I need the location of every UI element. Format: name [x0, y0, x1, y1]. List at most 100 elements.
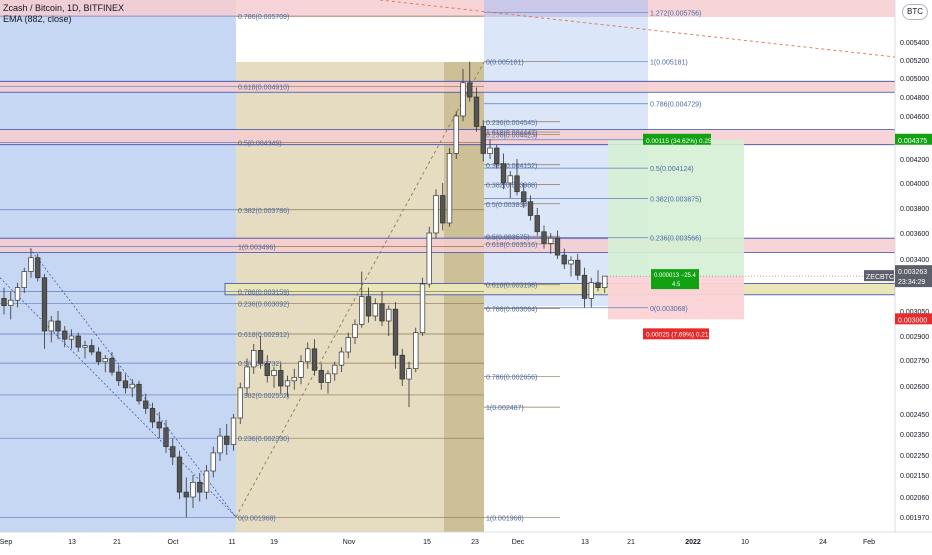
- candle-body: [311, 348, 318, 371]
- candle-body: [284, 380, 291, 387]
- fib-rally-label-4: 0.382(0.004152): [486, 163, 537, 170]
- candle-body: [1, 298, 7, 306]
- candle-body: [41, 277, 48, 332]
- stop-price-badge-text: 0.003000: [898, 317, 927, 324]
- fib-rally-label-11: 0.786(0.002656): [486, 374, 537, 381]
- fib-left-label-9: 0.382(0.002552): [238, 393, 289, 400]
- candle-body: [68, 335, 75, 340]
- time-tick-label: 13: [581, 539, 589, 546]
- candle-body: [271, 370, 277, 376]
- candle-body: [338, 351, 345, 366]
- candle-body: [75, 335, 81, 348]
- candle-body: [440, 195, 446, 224]
- candle-body: [102, 358, 108, 363]
- time-axis-bg: [0, 532, 932, 550]
- candle-body: [264, 363, 270, 376]
- candle-body: [521, 191, 527, 203]
- fib-rally-label-10: 0.786(0.003064): [486, 306, 537, 313]
- candle-body: [500, 163, 507, 184]
- fib-left-label-2: 0.5(0.004349): [238, 141, 282, 148]
- time-tick-label: Nov: [343, 539, 356, 546]
- time-tick-label: 19: [270, 539, 278, 546]
- fib-left-label-5: 0.786(0.003159): [238, 289, 289, 296]
- candle-body: [379, 303, 385, 322]
- fib-rally-label-5: 0.382(0.003988): [486, 183, 537, 190]
- price-tick-label: 0.002060: [900, 495, 929, 502]
- candle-body: [554, 237, 561, 256]
- fib-right-label-0: 1.272(0.005756): [650, 10, 701, 17]
- time-tick-label: 15: [423, 539, 431, 546]
- candle-body: [190, 481, 196, 498]
- candle-body: [291, 376, 297, 382]
- indicator-label[interactable]: EMA (882, close): [3, 14, 72, 24]
- time-tick-label: 2022: [685, 539, 701, 546]
- price-tick-label: 0.004200: [900, 157, 929, 164]
- top-purple-band: [484, 0, 648, 17]
- candle-body: [419, 283, 426, 334]
- price-tick-label: 0.005200: [900, 58, 929, 65]
- candle-body: [203, 470, 210, 493]
- price-tick-label: 0.002450: [900, 412, 929, 419]
- candle-body: [62, 330, 68, 340]
- candle-body: [149, 408, 156, 423]
- fib-left-label-3: 0.382(0.003786): [238, 208, 289, 215]
- time-tick-label: Oct: [168, 539, 179, 546]
- symbol-title[interactable]: Zcash / Bitcoin, 1D, BITFINEX: [3, 3, 125, 13]
- fib-left-label-8: 0.5(0.002732): [238, 361, 282, 368]
- position-target-zone: [608, 139, 744, 277]
- fib-left-label-6: 0.236(0.003092): [238, 301, 289, 308]
- rally-diagonal: [235, 61, 485, 518]
- fib-left-label-11: 0(0.001968): [238, 515, 276, 522]
- price-tick-label: 0.002750: [900, 358, 929, 365]
- candle-body: [561, 254, 567, 265]
- fib-rally-label-12: 1(0.002487): [486, 405, 524, 412]
- candle-body: [95, 351, 102, 363]
- candle-body: [244, 366, 250, 389]
- currency-button[interactable]: BTC: [902, 4, 928, 20]
- band-0-3159: [224, 282, 896, 296]
- target-price-badge: [895, 133, 932, 145]
- candle-body: [230, 417, 237, 445]
- candle-body: [386, 308, 392, 322]
- price-tick-label: 0.002150: [900, 473, 929, 480]
- candle-body: [21, 271, 27, 288]
- candle-body: [257, 350, 264, 364]
- symbol-badge: [864, 270, 894, 282]
- target-price-badge-text: 0.004375: [898, 138, 927, 145]
- fib-right-label-7: 0(0.003068): [650, 306, 688, 313]
- candle-body: [210, 452, 216, 472]
- fib-rally-label-1: 1.618(0.004447): [486, 130, 537, 137]
- price-tick-label: 0.004000: [900, 181, 929, 188]
- price-tick-label: 0.002350: [900, 432, 929, 439]
- price-tick-label: 0.002250: [900, 453, 929, 460]
- candle-body: [595, 282, 601, 288]
- entry-label-text: 0.000013 −25.4: [654, 273, 697, 279]
- candle-body: [170, 446, 176, 458]
- candle-body: [48, 320, 54, 332]
- time-tick-label: 21: [113, 539, 121, 546]
- price-tick-label: 0.003600: [900, 231, 929, 238]
- left-diagonal-1: [0, 277, 237, 518]
- candle-body: [413, 332, 419, 370]
- candle-body: [399, 354, 405, 380]
- candle-body: [14, 287, 21, 301]
- candle-body: [305, 348, 311, 363]
- candle-body: [129, 383, 135, 389]
- candle-body: [514, 175, 520, 193]
- candle-body: [534, 215, 540, 233]
- fib-rally-label-9: 0.618(0.003196): [486, 283, 537, 290]
- fib-right-label-1: 1(0.005181): [650, 60, 688, 67]
- entry-label-text-2: 4.5: [672, 282, 681, 288]
- candle-body: [548, 237, 554, 244]
- fib-rally-label-8: 0.618(0.003516): [486, 242, 537, 249]
- candle-body: [28, 257, 34, 272]
- candle-body: [298, 361, 304, 378]
- candle-body: [325, 373, 331, 383]
- candle-body: [163, 427, 169, 447]
- entry-label-box: [651, 269, 699, 290]
- price-tick-label: 0.005000: [900, 76, 929, 83]
- stop-label-box: [643, 328, 709, 340]
- chart-legend: Zcash / Bitcoin, 1D, BITFINEX EMA (882, …: [3, 3, 124, 25]
